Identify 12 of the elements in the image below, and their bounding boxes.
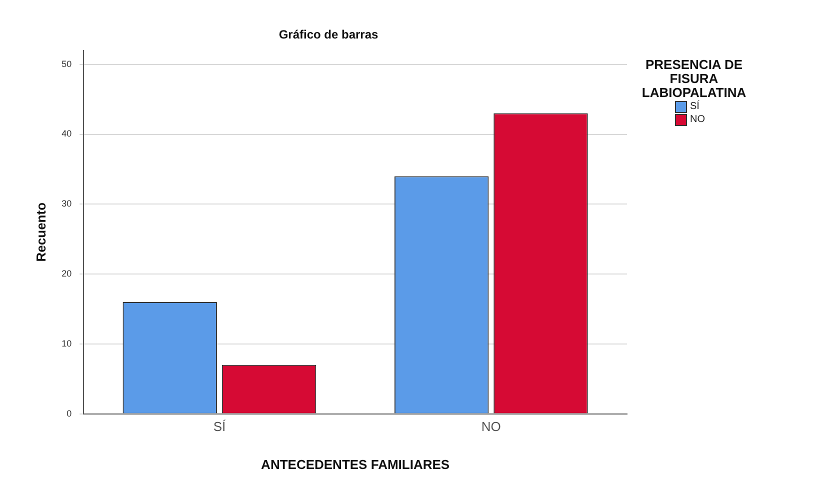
legend-label: SÍ xyxy=(689,100,700,113)
x-axis-title: ANTECEDENTES FAMILIARES xyxy=(261,456,450,472)
legend-title: PRESENCIA DE FISURA LABIOPALATINA xyxy=(640,57,748,100)
legend-label: NO xyxy=(689,113,706,126)
y-tick-label: 10 xyxy=(62,338,72,348)
y-tick-label: 20 xyxy=(62,268,72,279)
y-tick-label: 40 xyxy=(62,128,72,139)
y-tick-label: 0 xyxy=(66,408,72,418)
y-tick-label: 50 xyxy=(62,58,72,69)
y-tick-label: 30 xyxy=(62,198,72,209)
chart-title: Gráfico de barras xyxy=(278,28,379,42)
y-axis-title: Recuento xyxy=(33,202,48,262)
